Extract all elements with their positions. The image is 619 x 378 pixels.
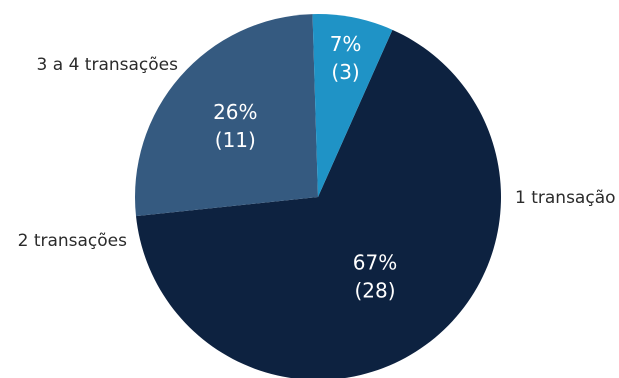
slice-count-label-2-transacoes: (11) <box>215 128 256 152</box>
slice-percent-label-2-transacoes: 26% <box>213 100 257 124</box>
slice-percent-label-3-a-4-transacoes: 7% <box>330 32 362 56</box>
category-label-3-a-4-transacoes: 3 a 4 transações <box>37 55 179 75</box>
pie-slice-3-a-4-transacoes <box>312 14 393 198</box>
category-label-1-transacao: 1 transação <box>515 188 616 208</box>
slice-count-label-1-transacao: (28) <box>354 278 395 302</box>
pie-slice-1-transacao <box>136 29 501 378</box>
category-label-2-transacoes: 2 transações <box>18 231 128 251</box>
slice-count-label-3-a-4-transacoes: (3) <box>331 60 359 84</box>
pie-slice-2-transacoes <box>134 14 318 217</box>
slice-percent-label-1-transacao: 67% <box>353 250 397 274</box>
